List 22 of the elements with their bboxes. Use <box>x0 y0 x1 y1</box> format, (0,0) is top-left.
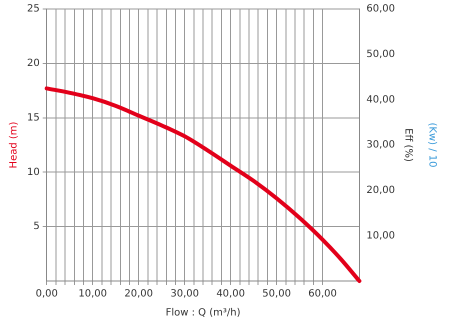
y2-tick-label: 40,00 <box>366 94 396 106</box>
x-tick-label: 10,00 <box>78 288 108 300</box>
y-tick-label: 5 <box>33 221 40 232</box>
x-tick-label: 30,00 <box>170 288 199 300</box>
y2-tick-label: 20,00 <box>366 184 396 196</box>
y2-tick-label: 50,00 <box>366 48 396 60</box>
x-axis-title: Flow : Q (m³/h) <box>166 308 241 319</box>
x-tick-label: 20,00 <box>124 288 153 300</box>
x-tick-label: 50,00 <box>262 288 291 300</box>
x-tick-label: 40,00 <box>216 288 245 300</box>
y2-tick-label: 30,00 <box>366 140 396 151</box>
y2-tick-label: 60,00 <box>366 4 396 15</box>
y-tick-label: 20 <box>26 58 40 69</box>
y2-axis-title: Eff (%) <box>402 128 414 162</box>
x-tick-label: 60,00 <box>308 288 337 300</box>
y2-tick-label: 10,00 <box>366 230 396 242</box>
y-tick-label: 10 <box>26 166 40 178</box>
y-axis-title: Head (m) <box>8 121 20 168</box>
y-tick-label: 15 <box>26 112 40 124</box>
y-tick-label: 25 <box>26 4 40 15</box>
x-tick-label: 0,00 <box>36 288 58 300</box>
y3-axis-title: (Kw) / 10 <box>426 122 438 168</box>
